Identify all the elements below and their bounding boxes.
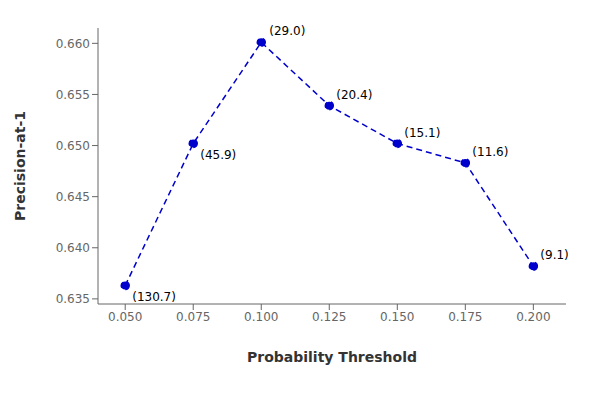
svg-text:(45.9): (45.9) <box>200 148 236 162</box>
svg-text:0.640: 0.640 <box>56 241 90 255</box>
svg-text:(11.6): (11.6) <box>472 145 508 159</box>
svg-text:0.100: 0.100 <box>244 310 278 324</box>
svg-text:0.650: 0.650 <box>56 139 90 153</box>
svg-text:0.150: 0.150 <box>380 310 414 324</box>
svg-text:0.175: 0.175 <box>448 310 482 324</box>
svg-text:(29.0): (29.0) <box>269 24 305 38</box>
svg-text:0.655: 0.655 <box>56 88 90 102</box>
svg-text:Probability Threshold: Probability Threshold <box>247 349 417 365</box>
svg-text:0.660: 0.660 <box>56 37 90 51</box>
svg-text:(9.1): (9.1) <box>540 248 568 262</box>
svg-text:0.645: 0.645 <box>56 190 90 204</box>
svg-text:0.125: 0.125 <box>312 310 346 324</box>
svg-text:(15.1): (15.1) <box>404 126 440 140</box>
svg-text:0.050: 0.050 <box>108 310 142 324</box>
svg-text:Precision-at-1: Precision-at-1 <box>12 111 28 221</box>
svg-text:0.200: 0.200 <box>516 310 550 324</box>
svg-text:0.075: 0.075 <box>176 310 210 324</box>
svg-text:(130.7): (130.7) <box>132 290 176 304</box>
svg-text:(20.4): (20.4) <box>336 88 372 102</box>
svg-text:0.635: 0.635 <box>56 292 90 306</box>
